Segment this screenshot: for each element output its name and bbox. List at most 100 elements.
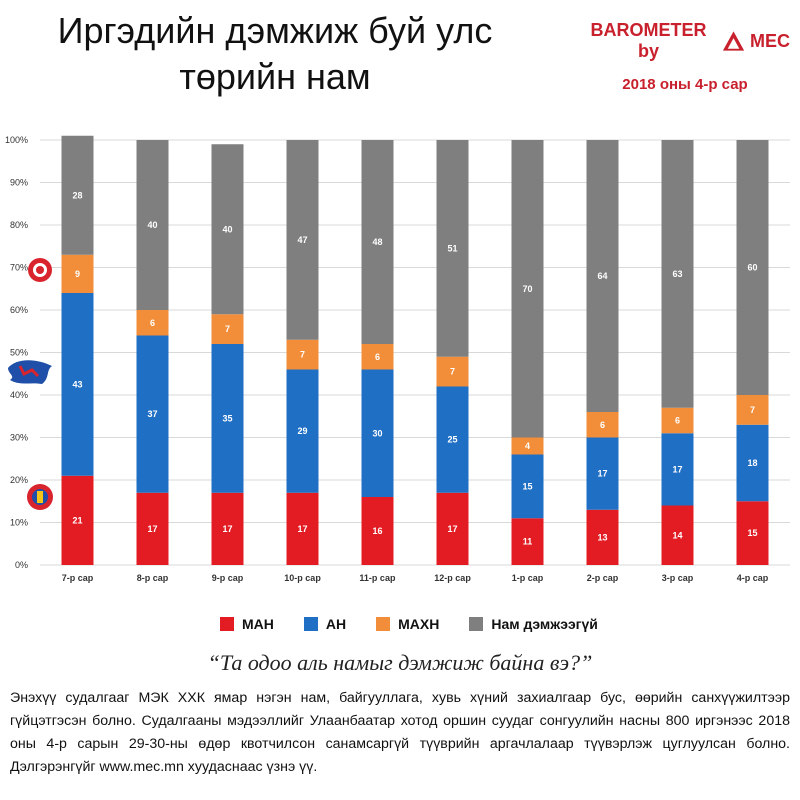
bar-segment (511, 454, 544, 519)
bar-segment (586, 412, 619, 438)
data-label: 60 (747, 263, 757, 273)
data-label: 6 (375, 352, 380, 362)
data-label: 16 (372, 526, 382, 536)
data-label: 30 (372, 428, 382, 438)
legend-item: АН (303, 616, 347, 632)
bar-segment (511, 518, 544, 565)
data-label: 13 (597, 532, 607, 542)
x-tick-label: 2-р сар (587, 573, 619, 583)
survey-period: 2018 оны 4-р сар (622, 76, 748, 93)
brand-label: BAROMETER by (590, 20, 707, 61)
bar-segment (586, 509, 619, 565)
data-label: 9 (75, 269, 80, 279)
stacked-bar-chart: 0% 10% 20% 30% 40% 50% 60% 70% 80% 90% 100% 21 43 9 28… (5, 135, 790, 583)
survey-question: “Та одоо аль намыг дэмжиж байна вэ?” (207, 650, 593, 675)
legend-label: АН (325, 616, 347, 632)
data-label: 15 (747, 528, 757, 538)
data-label: 51 (447, 243, 457, 253)
bar-segment (661, 505, 694, 565)
data-label: 17 (297, 524, 307, 534)
brand-logo-text: MEC (750, 30, 790, 51)
data-label: 6 (675, 416, 680, 426)
y-tick-label: 80% (10, 220, 28, 230)
an-party-emblem-icon (8, 360, 52, 384)
bar-segment (136, 310, 169, 336)
data-label: 29 (297, 426, 307, 436)
data-label: 6 (150, 318, 155, 328)
bar-segment (211, 144, 244, 315)
data-label: 15 (522, 481, 532, 491)
y-tick-label: 20% (10, 475, 28, 485)
legend-item: Нам дэмжээгүй (469, 616, 598, 632)
x-tick-label: 7-р сар (62, 573, 94, 583)
brand-line: BAROMETER by MEC (580, 20, 790, 62)
data-label: 43 (72, 379, 82, 389)
legend-item: МАХН (376, 616, 439, 632)
bar-segment (736, 140, 769, 395)
bar-segment (211, 314, 244, 344)
data-label: 11 (523, 537, 533, 547)
bar-segment (436, 492, 469, 565)
y-tick-label: 10% (10, 518, 28, 528)
bar-segment (211, 492, 244, 565)
x-tick-label: 12-р сар (434, 573, 471, 583)
legend-swatch (303, 617, 318, 631)
legend-swatch (220, 617, 234, 631)
bar-segment (361, 497, 394, 565)
bar-segment (286, 492, 319, 565)
methodology-note: Энэхүү судалгааг МЭК ХХК ямар нэгэн нам,… (10, 690, 790, 775)
x-tick-label: 11-р сар (359, 573, 396, 583)
x-tick-label: 10-р сар (284, 573, 321, 583)
bar-segment (136, 492, 169, 565)
data-label: 40 (222, 224, 232, 234)
data-label: 18 (747, 458, 757, 468)
data-label: 6 (600, 420, 605, 430)
data-label: 64 (597, 271, 607, 281)
y-tick-label: 70% (10, 263, 28, 273)
legend-item: МАН (220, 616, 274, 632)
bar-segment (661, 433, 694, 506)
data-label: 17 (597, 469, 607, 479)
chart-legend: МАН АН МАХН Нам дэмжээгүй (220, 616, 598, 632)
bar-segment (286, 140, 319, 340)
data-label: 48 (372, 237, 382, 247)
legend-label: МАХН (398, 616, 440, 632)
bar-segment (661, 407, 694, 434)
y-tick-label: 30% (10, 433, 28, 443)
data-label: 40 (147, 220, 157, 230)
legend-swatch (469, 617, 484, 631)
brand-block: BAROMETER by MEC 2018 оны 4-р сар (580, 20, 790, 93)
data-label: 7 (225, 324, 230, 334)
page-title: Иргэдийн дэмжиж буй улс төрийн нам (57, 10, 493, 97)
y-tick-label: 0% (15, 560, 28, 570)
data-label: 14 (672, 530, 682, 540)
bar-segment (436, 356, 469, 387)
mec-logo-icon (722, 31, 745, 51)
bar-segment (61, 475, 94, 565)
x-tick-label: 3-р сар (662, 573, 694, 583)
bar-segment (361, 369, 394, 497)
bar-segment (586, 437, 619, 510)
man-party-emblem-icon (27, 484, 53, 510)
y-tick-label: 50% (10, 348, 28, 358)
data-label: 4 (525, 441, 530, 451)
bar-segment (436, 386, 469, 493)
bar-segment (61, 293, 94, 476)
data-label: 17 (222, 524, 232, 534)
x-tick-label: 8-р сар (137, 573, 169, 583)
bar-segment (136, 335, 169, 493)
bar-segment (61, 254, 94, 293)
bar-segment (661, 140, 694, 408)
legend-label: МАН (242, 616, 274, 632)
bar-segment (136, 140, 169, 310)
data-label: 25 (447, 435, 457, 445)
y-tick-label: 40% (10, 390, 28, 400)
bar-segment (286, 369, 319, 493)
legend-label: Нам дэмжээгүй (491, 616, 598, 632)
data-label: 17 (672, 464, 682, 474)
bar-segment (736, 501, 769, 565)
bar-segment (361, 140, 394, 344)
bar-segment (61, 135, 94, 255)
y-tick-label: 90% (10, 178, 28, 188)
bar-segment (736, 424, 769, 502)
